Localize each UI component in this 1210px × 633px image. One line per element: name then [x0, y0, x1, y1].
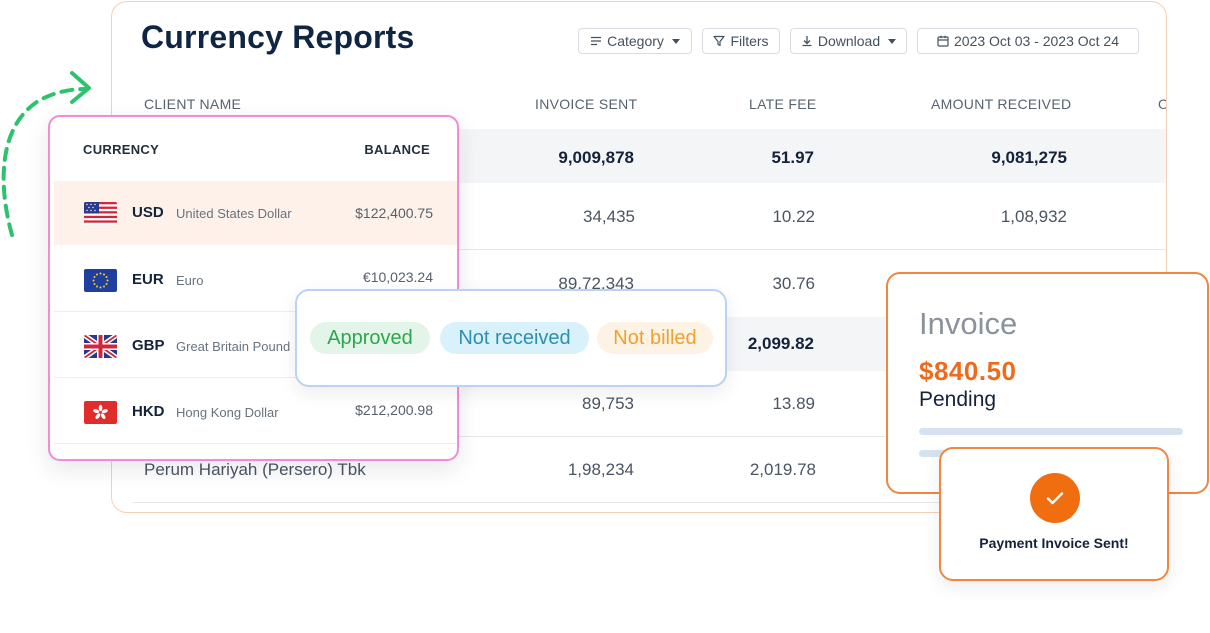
eu-flag-icon [84, 269, 117, 292]
invoice-amount: $840.50 [919, 356, 1017, 386]
late-fee-cell: 2,019.78 [749, 460, 816, 479]
currency-balance: $212,200.98 [355, 402, 433, 418]
table-row[interactable]: 89,753 13.89 [112, 371, 1166, 437]
currency-name: United States Dollar [176, 206, 292, 221]
payment-sent-toast: Payment Invoice Sent! [939, 447, 1169, 581]
invoice-title: Invoice [919, 306, 1018, 341]
table-row[interactable]: 34,435 10.22 1,08,932 [112, 183, 1166, 250]
client-name-cell: Perum Hariyah (Persero) Tbk [144, 460, 366, 479]
invoice-sent-cell: 34,435 [583, 207, 635, 226]
row-divider [54, 311, 457, 312]
late-fee-cell: 51.97 [771, 148, 814, 167]
late-fee-cell: 10.22 [772, 207, 815, 226]
table-row[interactable]: Perum Hariyah (Persero) Tbk 1,98,234 2,0… [112, 437, 1166, 503]
filter-icon [713, 35, 726, 47]
currency-row-gbp[interactable]: GBP Great Britain Pound [54, 314, 457, 378]
check-icon [1030, 473, 1080, 523]
chevron-down-icon [888, 38, 897, 44]
currency-balance-card: CURRENCY BALANCE USD United States Dolla… [48, 115, 459, 461]
currency-row-hkd[interactable]: HKD Hong Kong Dollar $212,200.98 [54, 380, 457, 444]
currency-name: Euro [176, 273, 204, 288]
filters-button[interactable]: Filters [702, 28, 780, 54]
amount-received-cell: 1,08,932 [1000, 207, 1067, 226]
currency-name: Great Britain Pound [176, 339, 291, 354]
late-fee-cell: 30.76 [772, 274, 815, 293]
invoice-sent-cell: 9,009,878 [558, 148, 634, 167]
hk-flag-icon [84, 401, 117, 424]
column-header-late-fee[interactable]: LATE FEE [749, 96, 817, 112]
dashed-arrow-icon [1, 71, 91, 237]
balance-column-header: BALANCE [364, 142, 430, 157]
currency-balance: $122,400.75 [355, 205, 433, 221]
invoice-card[interactable]: Invoice $840.50 Pending [886, 272, 1209, 494]
invoice-sent-cell: 1,98,234 [567, 460, 634, 479]
currency-row-eur[interactable]: EUR Euro €10,023.24 [54, 248, 457, 312]
download-label: Download [817, 33, 881, 49]
column-header-invoice-sent[interactable]: INVOICE SENT [535, 96, 638, 112]
currency-balance: €10,023.24 [362, 269, 433, 285]
category-label: Category [607, 33, 664, 49]
calendar-icon [937, 35, 949, 47]
table-row[interactable]: 89,72,343 30.76 [112, 250, 1166, 317]
invoice-status: Pending [919, 388, 997, 411]
download-icon [801, 35, 813, 47]
gb-flag-icon [84, 335, 117, 358]
date-range-label: 2023 Oct 03 - 2023 Oct 24 [954, 33, 1119, 49]
invoice-sent-cell: 89,72,343 [558, 274, 634, 293]
currency-row-usd[interactable]: USD United States Dollar $122,400.75 [54, 181, 457, 245]
column-header-amount-received[interactable]: AMOUNT RECEIVED [931, 96, 1072, 112]
column-header-other[interactable]: O [1158, 96, 1166, 112]
late-fee-cell: 13.89 [772, 394, 815, 413]
row-divider [54, 377, 457, 378]
amount-received-cell: 9,081,275 [991, 148, 1067, 167]
chevron-down-icon [671, 38, 680, 44]
status-badge-not-billed[interactable]: Not billed [597, 322, 713, 354]
us-flag-icon [84, 202, 117, 225]
invoice-sent-cell: 89,753 [582, 394, 634, 413]
page-title: Currency Reports [141, 19, 415, 55]
status-badge-approved[interactable]: Approved [310, 322, 430, 354]
payment-message: Payment Invoice Sent! [979, 535, 1129, 551]
filters-label: Filters [730, 33, 769, 49]
currency-name: Hong Kong Dollar [176, 405, 279, 420]
row-divider [132, 502, 1166, 503]
currency-column-header: CURRENCY [83, 142, 160, 157]
currency-code: USD [132, 204, 164, 221]
invoice-progress-bar [919, 428, 1183, 435]
row-divider [132, 436, 1166, 437]
currency-code: EUR [132, 271, 164, 288]
list-icon [590, 35, 602, 47]
currency-code: HKD [132, 403, 165, 420]
currency-code: GBP [132, 337, 165, 354]
date-range-picker[interactable]: 2023 Oct 03 - 2023 Oct 24 [917, 28, 1139, 54]
row-divider [54, 443, 457, 444]
download-dropdown[interactable]: Download [790, 28, 907, 54]
late-fee-cell: 2,099.82 [747, 334, 814, 353]
row-divider [132, 249, 1166, 250]
category-dropdown[interactable]: Category [578, 28, 692, 54]
status-legend-card: Approved Not received Not billed [295, 289, 727, 387]
status-badge-not-received[interactable]: Not received [440, 322, 589, 354]
column-header-client[interactable]: CLIENT NAME [144, 96, 242, 112]
